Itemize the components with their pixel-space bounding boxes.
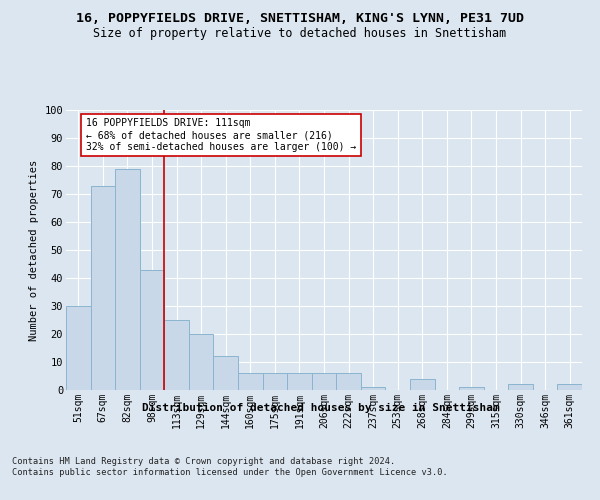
Text: 16 POPPYFIELDS DRIVE: 111sqm
← 68% of detached houses are smaller (216)
32% of s: 16 POPPYFIELDS DRIVE: 111sqm ← 68% of de… bbox=[86, 118, 356, 152]
Bar bbox=[140, 270, 164, 390]
Text: Size of property relative to detached houses in Snettisham: Size of property relative to detached ho… bbox=[94, 28, 506, 40]
Bar bbox=[164, 320, 189, 390]
Bar bbox=[459, 387, 484, 390]
Bar bbox=[214, 356, 238, 390]
Bar bbox=[115, 169, 140, 390]
Bar bbox=[508, 384, 533, 390]
Text: Contains HM Land Registry data © Crown copyright and database right 2024.
Contai: Contains HM Land Registry data © Crown c… bbox=[12, 458, 448, 477]
Bar bbox=[287, 373, 312, 390]
Bar bbox=[336, 373, 361, 390]
Y-axis label: Number of detached properties: Number of detached properties bbox=[29, 160, 39, 340]
Text: 16, POPPYFIELDS DRIVE, SNETTISHAM, KING'S LYNN, PE31 7UD: 16, POPPYFIELDS DRIVE, SNETTISHAM, KING'… bbox=[76, 12, 524, 26]
Text: Distribution of detached houses by size in Snettisham: Distribution of detached houses by size … bbox=[142, 402, 500, 412]
Bar bbox=[91, 186, 115, 390]
Bar bbox=[312, 373, 336, 390]
Bar bbox=[557, 384, 582, 390]
Bar bbox=[361, 387, 385, 390]
Bar bbox=[238, 373, 263, 390]
Bar bbox=[66, 306, 91, 390]
Bar bbox=[263, 373, 287, 390]
Bar bbox=[410, 379, 434, 390]
Bar bbox=[189, 334, 214, 390]
